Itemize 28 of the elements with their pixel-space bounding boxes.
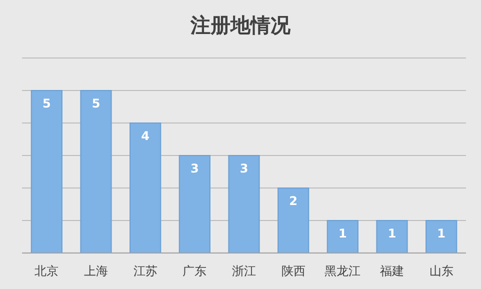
bar: [30, 90, 62, 254]
x-tick-label: 陕西: [281, 264, 306, 278]
data-label: 1: [388, 226, 396, 240]
data-label: 3: [240, 162, 248, 176]
bar: [228, 155, 260, 254]
data-label: 2: [289, 194, 298, 208]
x-tick-label: 福建: [380, 264, 404, 278]
bar: [178, 155, 210, 254]
x-tick-label: 浙江: [232, 264, 256, 278]
data-label: 5: [92, 96, 100, 110]
x-tick-label: 北京: [34, 264, 59, 278]
chart-title: 注册地情况: [190, 13, 292, 37]
x-tick-label: 黑龙江: [324, 264, 361, 278]
data-label: 5: [42, 96, 51, 110]
x-tick-label: 山东: [429, 264, 454, 278]
data-label: 4: [141, 129, 150, 143]
data-label: 1: [437, 226, 446, 240]
bar: [426, 220, 458, 254]
data-label: 1: [338, 226, 347, 240]
bar: [326, 220, 358, 254]
bar: [278, 188, 310, 254]
x-tick-label: 江苏: [133, 264, 158, 278]
bar: [130, 122, 162, 254]
x-tick-label: 上海: [84, 264, 108, 278]
bar: [376, 220, 408, 254]
x-tick-label: 广东: [182, 264, 207, 278]
data-label: 3: [190, 162, 199, 176]
bar: [80, 90, 112, 254]
